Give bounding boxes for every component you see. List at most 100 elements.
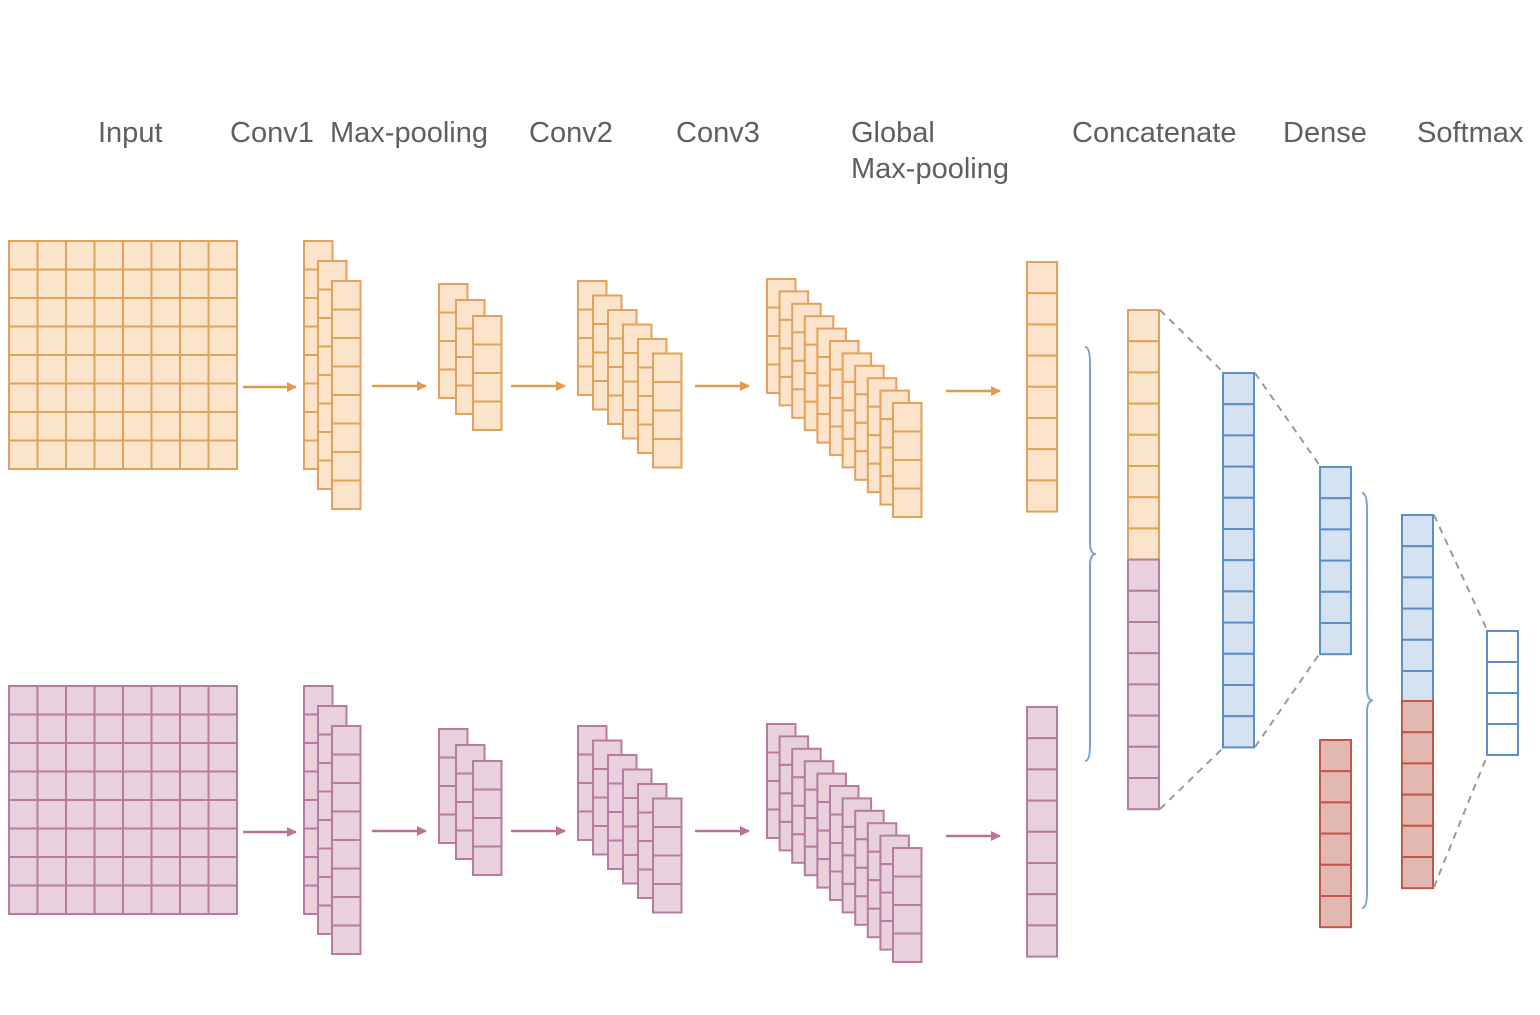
- grid-cell: [93, 884, 124, 915]
- vector-cell: [1026, 737, 1058, 771]
- grid-cell: [36, 382, 67, 413]
- feature-cell: [472, 817, 503, 848]
- grid-cell: [150, 742, 181, 773]
- grid-cell: [93, 354, 124, 385]
- vector-cell: [1127, 621, 1160, 655]
- grid-cell: [36, 799, 67, 830]
- vector-cell: [1222, 528, 1255, 562]
- feature-cell: [331, 451, 362, 482]
- grid-cell: [93, 799, 124, 830]
- grid-cell: [65, 325, 96, 356]
- vector-cell: [1127, 340, 1160, 374]
- grid-cell: [122, 411, 153, 442]
- grid-cell: [36, 713, 67, 744]
- feature-cell: [331, 810, 362, 841]
- label-conv3: Conv3: [676, 117, 760, 149]
- label-dense: Dense: [1283, 117, 1367, 149]
- lower-conv2-stack: [577, 725, 683, 914]
- feature-cell: [652, 352, 683, 383]
- grid-cell: [65, 742, 96, 773]
- vector-cell: [1026, 893, 1058, 927]
- feature-cell: [331, 867, 362, 898]
- vector-cell: [1127, 433, 1160, 467]
- grid-cell: [8, 439, 39, 470]
- grid-cell: [65, 297, 96, 328]
- grid-cell: [65, 856, 96, 887]
- grid-cell: [179, 268, 210, 299]
- vector-cell: [1222, 559, 1255, 593]
- grid-cell: [65, 354, 96, 385]
- dash-concat-bottom: [1159, 747, 1224, 810]
- grid-cell: [150, 325, 181, 356]
- vector-cell: [1127, 589, 1160, 623]
- grid-cell: [36, 439, 67, 470]
- grid-cell: [93, 382, 124, 413]
- grid-cell: [150, 770, 181, 801]
- grid-cell: [179, 799, 210, 830]
- dash-dense1-bottom: [1254, 652, 1321, 748]
- feature-map: [472, 315, 503, 431]
- grid-cell: [179, 742, 210, 773]
- vector-cell: [1026, 830, 1058, 864]
- grid-cell: [65, 439, 96, 470]
- dash-softmax-top: [1433, 514, 1488, 631]
- vector-cell: [1486, 661, 1519, 694]
- vector-cell: [1401, 700, 1434, 734]
- vector-cell: [1026, 354, 1058, 388]
- vector-cell: [1222, 434, 1255, 468]
- grid-cell: [179, 240, 210, 271]
- vector-cell: [1401, 793, 1434, 827]
- grid-cell: [36, 742, 67, 773]
- vector-cell: [1319, 528, 1352, 562]
- grid-cell: [122, 770, 153, 801]
- feature-cell: [652, 854, 683, 885]
- vector-cell: [1026, 448, 1058, 482]
- grid-cell: [8, 382, 39, 413]
- vector-cell: [1319, 895, 1352, 929]
- grid-cell: [36, 297, 67, 328]
- grid-cell: [122, 297, 153, 328]
- feature-cell: [472, 845, 503, 876]
- vector-cell: [1026, 706, 1058, 740]
- grid-cell: [36, 856, 67, 887]
- grid-cell: [36, 354, 67, 385]
- grid-cell: [207, 770, 238, 801]
- vector-cell: [1127, 465, 1160, 499]
- grid-cell: [207, 713, 238, 744]
- grid-cell: [207, 411, 238, 442]
- vector-cell: [1222, 590, 1255, 624]
- feature-cell: [331, 839, 362, 870]
- vector-cell: [1026, 323, 1058, 357]
- feature-cell: [331, 308, 362, 339]
- vector-cell: [1026, 292, 1058, 326]
- vector-cell: [1401, 545, 1434, 579]
- grid-cell: [36, 827, 67, 858]
- grid-cell: [122, 713, 153, 744]
- grid-cell: [122, 884, 153, 915]
- grid-cell: [122, 742, 153, 773]
- vector-cell: [1319, 739, 1352, 773]
- grid-cell: [179, 325, 210, 356]
- grid-cell: [207, 297, 238, 328]
- upper-conv2-stack: [577, 280, 683, 469]
- label-global-max-pooling: Max-pooling: [851, 153, 1009, 185]
- grid-cell: [93, 742, 124, 773]
- grid-cell: [179, 354, 210, 385]
- grid-cell: [179, 382, 210, 413]
- vector-cell: [1026, 924, 1058, 958]
- feature-cell: [331, 422, 362, 453]
- vector-cell: [1026, 768, 1058, 802]
- vector-cell: [1127, 371, 1160, 405]
- label-softmax: Softmax: [1417, 117, 1524, 149]
- feature-cell: [652, 381, 683, 412]
- feature-cell: [652, 826, 683, 857]
- dense-vector-1: [1222, 372, 1255, 749]
- grid-cell: [36, 884, 67, 915]
- lower-global-maxpool-vector: [1026, 706, 1058, 958]
- vector-cell: [1319, 559, 1352, 593]
- upper-conv3-stack: [766, 278, 923, 518]
- grid-cell: [93, 240, 124, 271]
- vector-cell: [1026, 261, 1058, 295]
- grid-cell: [65, 884, 96, 915]
